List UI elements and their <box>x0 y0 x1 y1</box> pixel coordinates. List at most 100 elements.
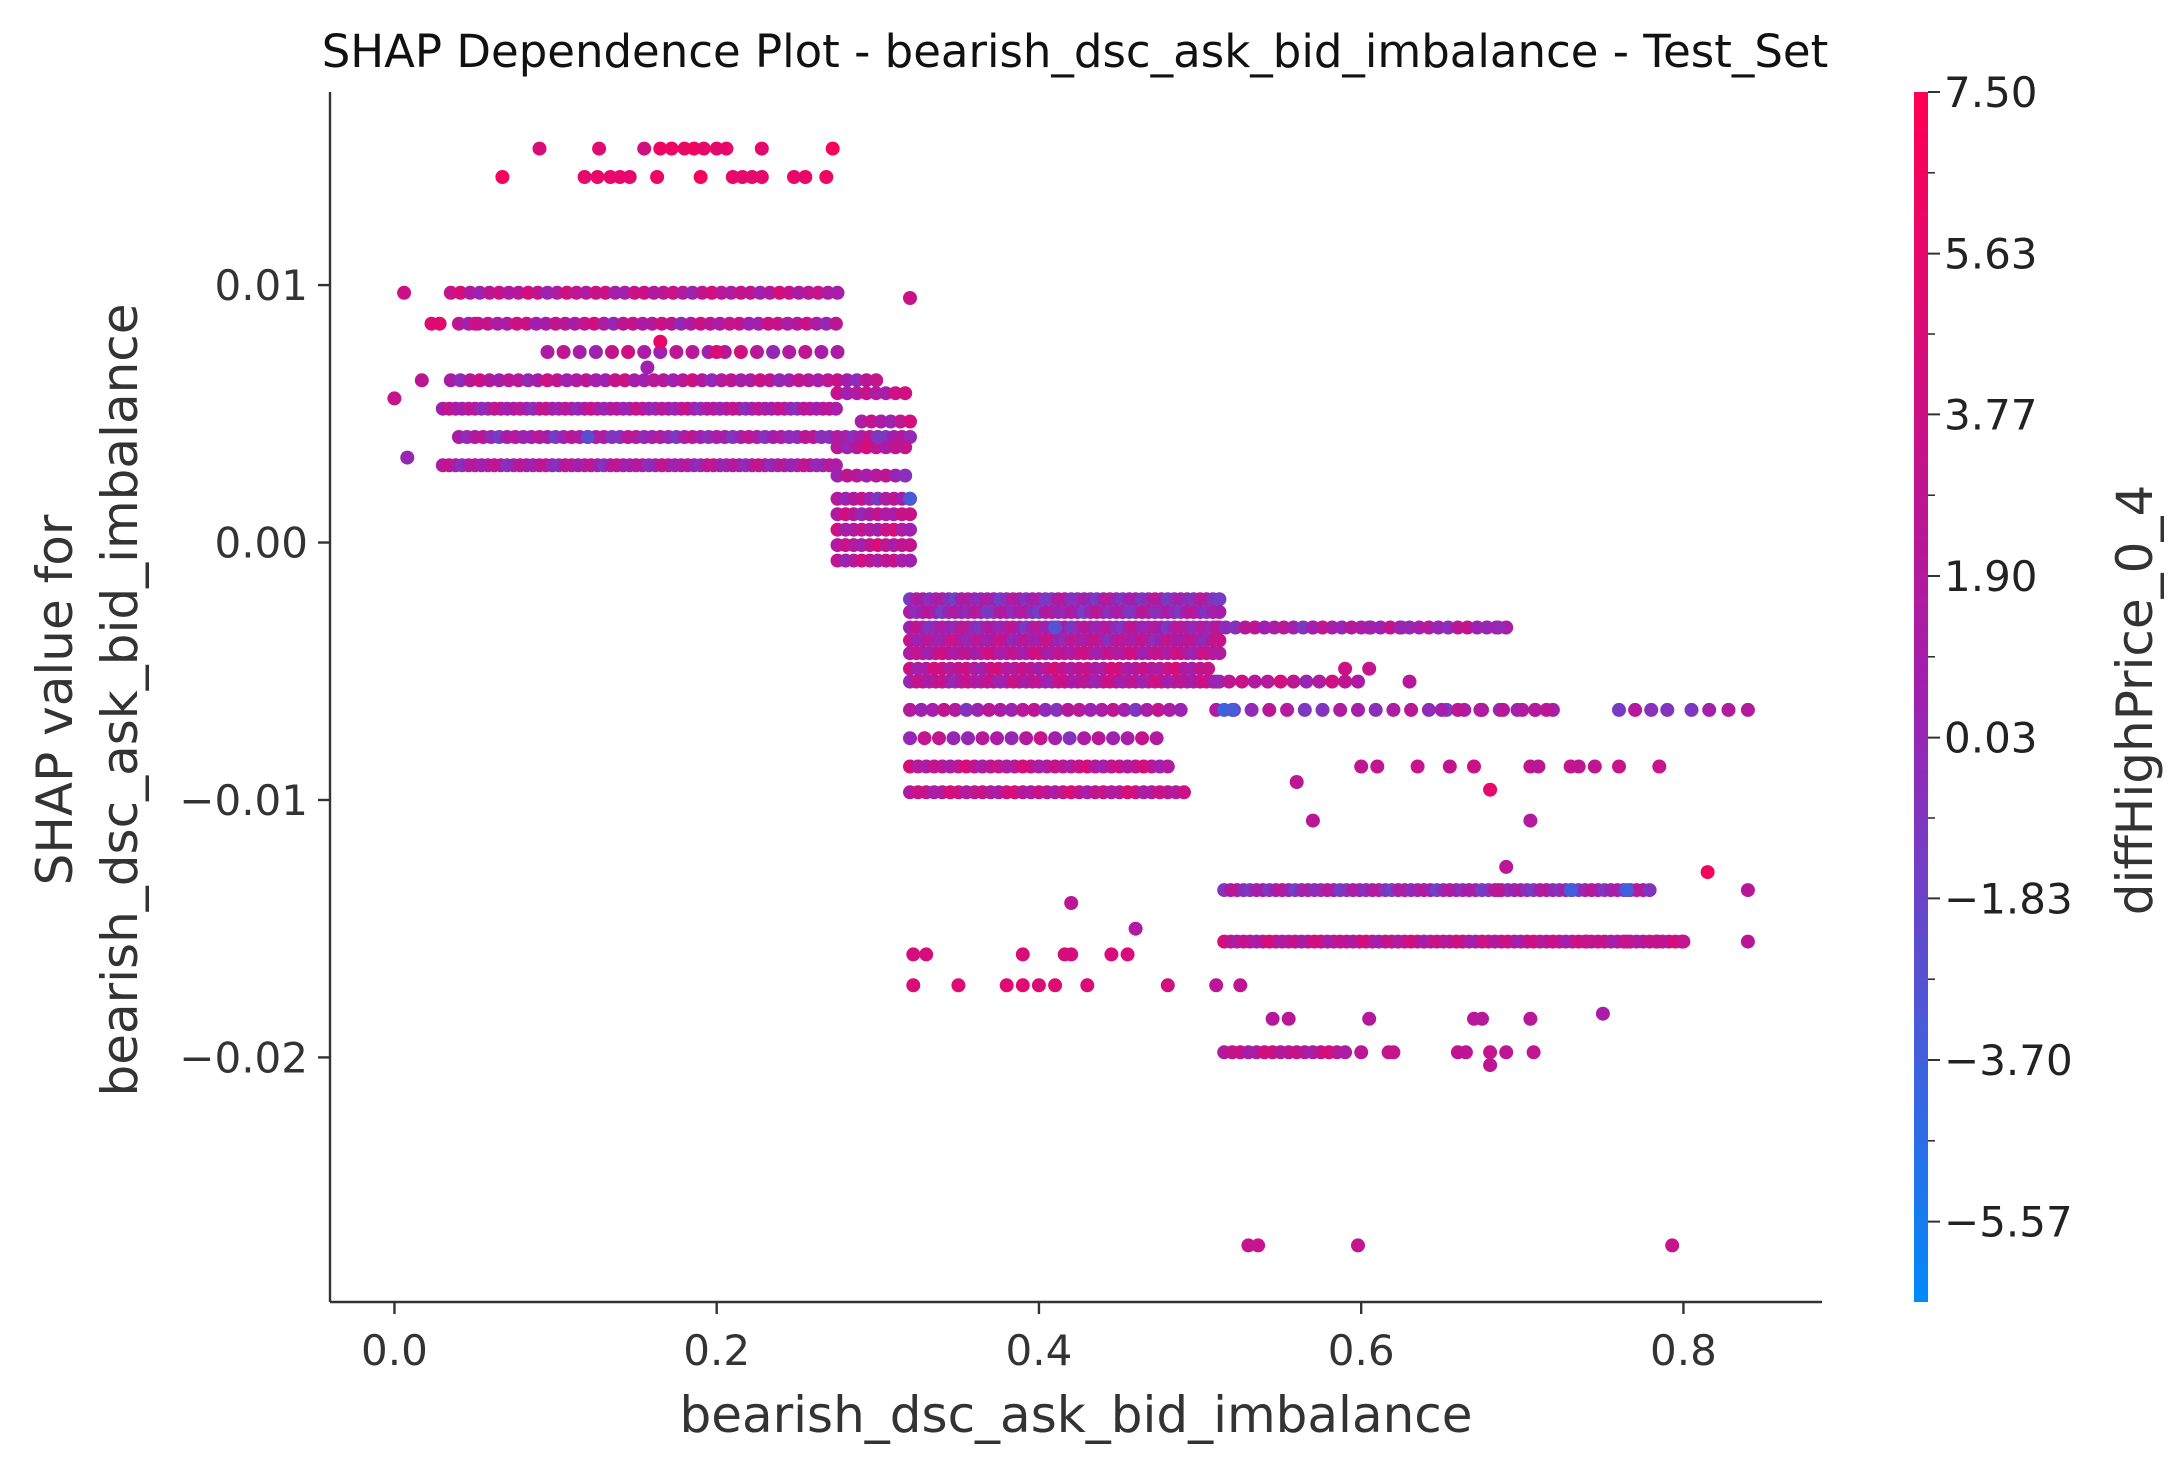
data-point <box>903 522 917 537</box>
data-point <box>1325 620 1340 635</box>
data-point <box>1228 620 1243 635</box>
data-point <box>1579 934 1594 949</box>
data-point <box>1128 921 1143 936</box>
data-point <box>1106 731 1121 746</box>
colorbar-tick-label: −5.57 <box>1944 1198 2073 1247</box>
data-point <box>703 316 718 331</box>
data-point <box>646 285 661 300</box>
data-point <box>683 316 698 331</box>
data-point <box>1434 702 1449 717</box>
data-point <box>511 285 526 300</box>
data-point <box>550 285 565 300</box>
data-point <box>695 285 710 300</box>
data-point <box>719 141 734 156</box>
data-point <box>1135 731 1150 746</box>
data-point <box>1475 1011 1489 1026</box>
data-point <box>745 170 760 184</box>
data-point <box>617 373 632 388</box>
data-point <box>750 345 764 359</box>
data-point <box>888 440 903 455</box>
data-point <box>906 947 921 962</box>
data-point <box>1404 702 1419 717</box>
data-point <box>999 978 1014 993</box>
data-point <box>588 345 603 359</box>
data-point <box>898 440 913 455</box>
data-point <box>753 373 768 388</box>
data-point <box>754 170 769 184</box>
data-point <box>685 285 700 300</box>
data-point <box>1740 934 1755 949</box>
data-point <box>1120 947 1135 962</box>
data-point <box>1104 947 1119 962</box>
data-point <box>1064 947 1079 962</box>
data-point <box>669 345 684 359</box>
data-point <box>1222 674 1237 689</box>
data-point <box>587 316 602 331</box>
data-point <box>893 414 908 429</box>
data-point <box>1077 731 1092 746</box>
data-point <box>1004 731 1019 746</box>
data-point <box>637 373 652 388</box>
data-point <box>1015 978 1030 993</box>
data-point <box>751 316 766 331</box>
data-point <box>1595 1006 1610 1021</box>
data-point <box>1015 947 1030 962</box>
data-point <box>387 391 402 406</box>
data-point <box>1515 702 1530 717</box>
data-point <box>559 373 574 388</box>
data-point <box>782 373 797 388</box>
data-point <box>1225 702 1240 717</box>
data-point <box>654 316 669 331</box>
data-point <box>472 285 487 300</box>
data-point <box>799 316 814 331</box>
data-point <box>724 285 739 300</box>
data-point <box>490 316 505 331</box>
data-point <box>849 440 864 455</box>
data-point <box>959 702 974 717</box>
data-point <box>1244 702 1259 717</box>
data-point <box>500 316 515 331</box>
y-tick-label: 0.00 <box>214 519 308 568</box>
data-point <box>878 468 893 483</box>
data-point <box>1368 702 1383 717</box>
data-point <box>569 285 584 300</box>
data-point <box>1201 661 1216 676</box>
data-point <box>1665 1238 1680 1253</box>
data-point <box>521 285 536 300</box>
data-point <box>709 345 724 359</box>
data-point <box>519 316 534 331</box>
data-point <box>1305 813 1320 828</box>
data-point <box>1571 759 1586 774</box>
data-point <box>903 291 917 305</box>
data-point <box>1315 620 1330 635</box>
data-point <box>1354 759 1369 774</box>
data-point <box>1289 775 1304 789</box>
data-point <box>878 386 893 401</box>
data-point <box>1262 702 1277 717</box>
data-point <box>1031 978 1046 993</box>
scatter-points <box>387 141 1755 1253</box>
data-point <box>637 345 652 359</box>
data-point <box>1483 782 1498 797</box>
data-point <box>1212 592 1227 607</box>
data-point <box>492 285 507 300</box>
data-point <box>1048 978 1063 993</box>
colorbar-tick-label: 3.77 <box>1944 390 2038 439</box>
data-point <box>869 440 884 455</box>
data-point <box>780 316 795 331</box>
data-point <box>840 440 855 455</box>
data-point <box>914 702 929 717</box>
x-tick-label: 0.6 <box>1328 1326 1395 1375</box>
data-point <box>1410 759 1425 774</box>
data-point <box>1563 883 1578 898</box>
data-point <box>869 468 884 483</box>
data-point <box>621 345 636 359</box>
data-point <box>1296 620 1311 635</box>
colorbar-tick-label: 7.50 <box>1944 68 2038 117</box>
data-point <box>859 468 874 483</box>
data-point <box>616 316 631 331</box>
data-point <box>791 285 806 300</box>
data-point <box>790 316 805 331</box>
data-point <box>588 285 603 300</box>
data-point <box>1394 620 1409 635</box>
